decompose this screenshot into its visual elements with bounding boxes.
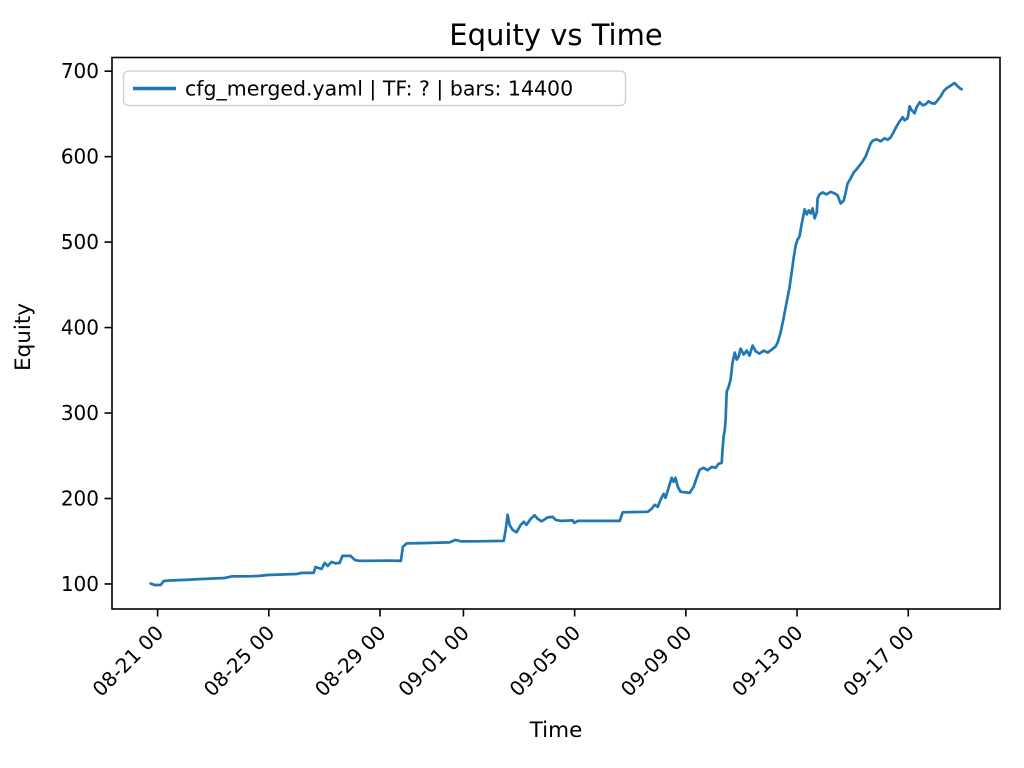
x-axis-ticks: 08-21 00 08-25 00 08-29 00 09-01 00 09-05 00… xyxy=(88,609,919,701)
legend-box xyxy=(122,70,627,107)
x-tick-label: 09-01 00 xyxy=(393,621,474,702)
y-axis-ticks: 100 200 300 400 500 600 700 xyxy=(61,59,112,596)
legend: cfg_merged.yaml | TF: ? | bars: 14400 xyxy=(122,70,627,107)
equity-line xyxy=(149,81,963,587)
y-axis-label: Equity xyxy=(11,303,36,371)
x-tick-label: 08-29 00 xyxy=(310,621,391,702)
y-tick-label: 700 xyxy=(61,59,99,83)
legend-label: cfg_merged.yaml | TF: ? | bars: 14400 xyxy=(185,77,573,102)
x-tick-label: 09-17 00 xyxy=(838,621,919,702)
x-tick-label: 08-25 00 xyxy=(199,621,280,702)
x-tick-label: 09-13 00 xyxy=(727,621,808,702)
x-axis-label: Time xyxy=(529,718,583,743)
y-tick-label: 200 xyxy=(61,486,99,510)
chart-title: Equity vs Time xyxy=(449,18,662,52)
y-tick-label: 100 xyxy=(61,572,99,596)
y-tick-label: 500 xyxy=(61,230,99,254)
x-tick-label: 08-21 00 xyxy=(88,621,169,702)
plot-area xyxy=(112,57,1000,609)
x-tick-label: 09-05 00 xyxy=(505,621,586,702)
axes-frame xyxy=(111,56,1001,610)
x-tick-label: 09-09 00 xyxy=(616,621,697,702)
y-tick-label: 300 xyxy=(61,401,99,425)
y-tick-label: 600 xyxy=(61,145,99,169)
y-tick-label: 400 xyxy=(61,316,99,340)
